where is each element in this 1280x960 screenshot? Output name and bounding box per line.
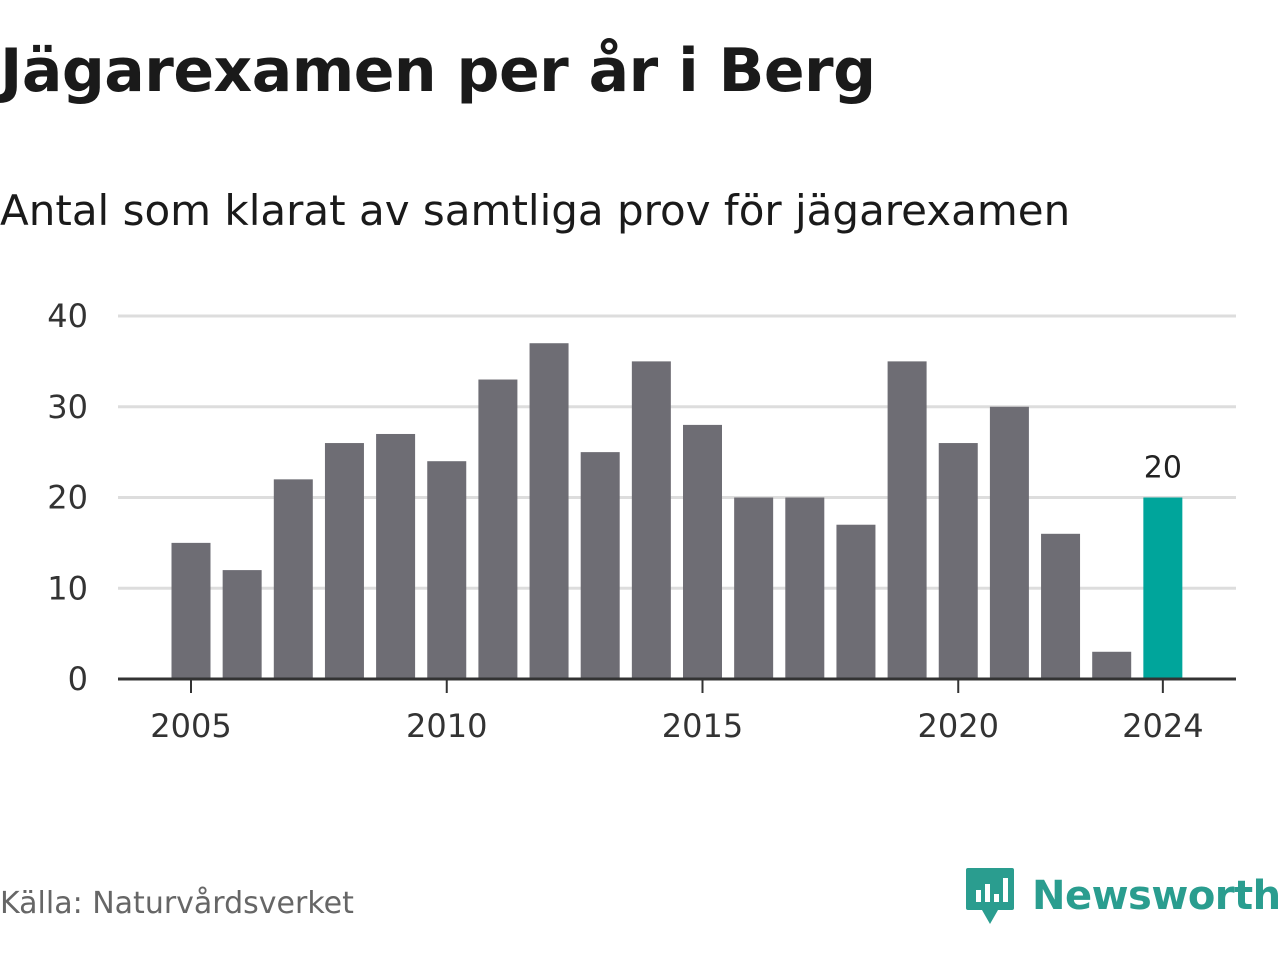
brand-name: Newsworthy: [1032, 873, 1280, 919]
bar: [222, 570, 262, 679]
y-tick-label: 40: [47, 297, 88, 335]
bar: [1092, 651, 1132, 679]
bar: [631, 361, 671, 679]
chart-title: Jägarexamen per år i Berg: [0, 36, 876, 106]
bar: [324, 443, 364, 679]
bar: [683, 424, 722, 679]
bar-highlight: [1143, 497, 1183, 679]
bar: [376, 433, 416, 679]
x-tick-label: 2005: [150, 707, 231, 745]
y-tick-label: 20: [47, 479, 88, 517]
bar: [836, 524, 876, 679]
bar: [580, 452, 620, 679]
y-tick-label: 10: [47, 569, 88, 607]
brand-logo: Newsworthy: [964, 864, 1280, 928]
bar: [734, 497, 774, 679]
bar: [427, 461, 467, 679]
bar: [1041, 533, 1081, 679]
newsworthy-logo-icon: [966, 868, 1014, 924]
x-tick-label: 2020: [918, 707, 999, 745]
source-note: Källa: Naturvårdsverket: [0, 886, 354, 921]
x-tick-label: 2024: [1122, 707, 1203, 745]
bar: [785, 497, 825, 679]
bar: [938, 443, 978, 679]
x-tick-label: 2015: [662, 707, 743, 745]
bar: [273, 479, 313, 679]
y-tick-label: 0: [68, 660, 88, 698]
bar: [171, 542, 211, 679]
bar: [478, 379, 518, 679]
y-tick-label: 30: [47, 388, 88, 426]
bar: [989, 406, 1029, 679]
bar-value-label: 20: [1144, 451, 1182, 486]
x-tick-label: 2010: [406, 707, 487, 745]
bar-chart: 0 10 20 30 40 20 2005 2010 2015 2020 2024: [47, 297, 1236, 745]
bar: [887, 361, 927, 679]
chart-subtitle: Antal som klarat av samtliga prov för jä…: [0, 186, 1071, 235]
bar: [529, 343, 569, 679]
